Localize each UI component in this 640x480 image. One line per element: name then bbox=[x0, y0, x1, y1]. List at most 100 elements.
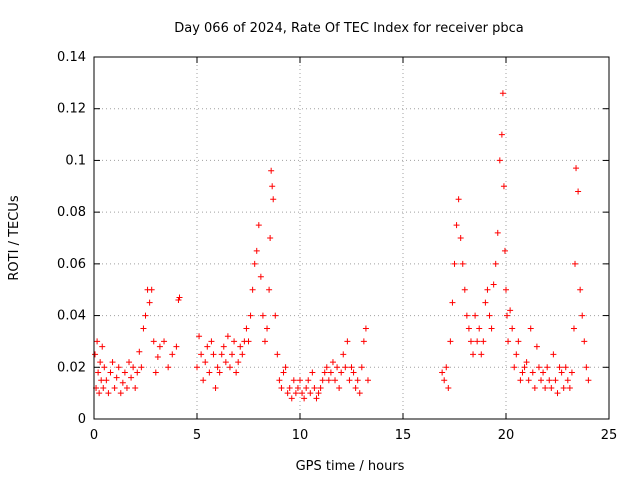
data-point bbox=[270, 196, 277, 203]
y-tick-label: 0.12 bbox=[57, 102, 86, 117]
data-point bbox=[548, 384, 555, 391]
data-point bbox=[220, 343, 227, 350]
data-point bbox=[212, 384, 219, 391]
data-point bbox=[585, 377, 592, 384]
data-point bbox=[233, 369, 240, 376]
data-point bbox=[200, 377, 207, 384]
data-point bbox=[126, 359, 133, 366]
data-point bbox=[513, 351, 520, 358]
data-point bbox=[560, 384, 567, 391]
plot-frame bbox=[93, 56, 610, 420]
chart-title: Day 066 of 2024, Rate Of TEC Index for r… bbox=[174, 21, 524, 36]
data-point bbox=[267, 235, 274, 241]
data-point bbox=[154, 353, 161, 360]
data-point bbox=[336, 384, 343, 391]
data-point bbox=[453, 222, 460, 229]
data-point bbox=[525, 377, 532, 384]
data-point bbox=[480, 338, 487, 345]
y-axis-label: ROTI / TECUs bbox=[7, 195, 22, 280]
data-point bbox=[354, 377, 361, 384]
data-point bbox=[459, 260, 466, 267]
data-point bbox=[173, 343, 180, 350]
y-tick-label: 0.1 bbox=[65, 153, 86, 168]
data-point bbox=[175, 297, 182, 304]
data-point bbox=[564, 377, 571, 384]
data-point bbox=[140, 325, 147, 332]
data-point bbox=[194, 364, 200, 371]
data-point bbox=[204, 343, 211, 350]
data-point bbox=[301, 395, 308, 402]
data-point bbox=[533, 343, 540, 350]
data-point bbox=[461, 286, 468, 293]
data-point bbox=[138, 364, 145, 371]
data-point bbox=[498, 131, 505, 138]
data-point bbox=[529, 369, 536, 376]
data-point bbox=[550, 351, 557, 358]
x-tick-label: 5 bbox=[193, 428, 201, 443]
data-point bbox=[499, 90, 506, 97]
x-tick-label: 10 bbox=[292, 428, 309, 443]
data-point bbox=[311, 384, 318, 391]
data-point bbox=[531, 384, 538, 391]
data-point bbox=[575, 188, 582, 195]
data-point bbox=[321, 369, 328, 376]
data-point bbox=[229, 351, 236, 358]
data-point bbox=[313, 395, 320, 402]
data-point bbox=[255, 222, 262, 229]
data-point bbox=[96, 390, 103, 397]
data-point bbox=[583, 364, 590, 371]
data-point bbox=[538, 377, 545, 384]
data-point bbox=[119, 379, 126, 386]
data-point bbox=[292, 390, 299, 397]
data-point bbox=[542, 384, 549, 391]
data-point bbox=[558, 369, 565, 376]
data-point bbox=[100, 384, 107, 391]
data-point bbox=[307, 390, 314, 397]
data-point bbox=[319, 377, 326, 384]
data-point bbox=[239, 351, 246, 358]
data-point bbox=[488, 325, 495, 332]
data-point bbox=[259, 312, 266, 319]
data-point bbox=[309, 369, 316, 376]
data-point bbox=[284, 390, 291, 397]
data-point bbox=[198, 351, 205, 358]
data-point bbox=[237, 343, 244, 350]
data-point bbox=[350, 369, 357, 376]
data-point bbox=[449, 299, 456, 306]
data-point bbox=[269, 183, 276, 190]
data-point bbox=[288, 395, 295, 402]
data-point bbox=[152, 369, 159, 376]
data-point bbox=[562, 364, 569, 371]
data-point bbox=[272, 312, 279, 319]
data-point bbox=[509, 325, 516, 332]
data-point bbox=[226, 364, 233, 371]
data-point bbox=[268, 167, 275, 174]
data-point bbox=[332, 377, 339, 384]
data-point bbox=[360, 338, 367, 345]
data-point bbox=[95, 369, 102, 376]
data-point bbox=[249, 286, 256, 293]
y-tick-label: 0.14 bbox=[57, 50, 86, 65]
data-point bbox=[338, 369, 345, 376]
data-point bbox=[447, 338, 454, 345]
data-point bbox=[243, 325, 250, 332]
data-point bbox=[455, 196, 462, 203]
data-point bbox=[540, 369, 547, 376]
data-point bbox=[286, 384, 293, 391]
data-point bbox=[478, 351, 485, 358]
data-point bbox=[202, 359, 209, 366]
y-tick-label: 0.02 bbox=[57, 360, 86, 375]
data-point bbox=[105, 390, 112, 397]
data-point bbox=[439, 369, 446, 376]
data-point bbox=[148, 286, 155, 293]
data-point bbox=[467, 338, 474, 345]
data-point bbox=[92, 351, 99, 358]
axis-ticks: 0 5 10 15 20 25 0 0.02 0.04 0.06 0.08 0.1 0.12 0.14 bbox=[57, 50, 617, 443]
data-point bbox=[297, 377, 303, 384]
data-point bbox=[441, 377, 448, 384]
data-point bbox=[484, 286, 491, 293]
data-point bbox=[94, 338, 101, 345]
data-point bbox=[176, 294, 183, 301]
data-point bbox=[535, 364, 542, 371]
data-point bbox=[235, 359, 242, 366]
